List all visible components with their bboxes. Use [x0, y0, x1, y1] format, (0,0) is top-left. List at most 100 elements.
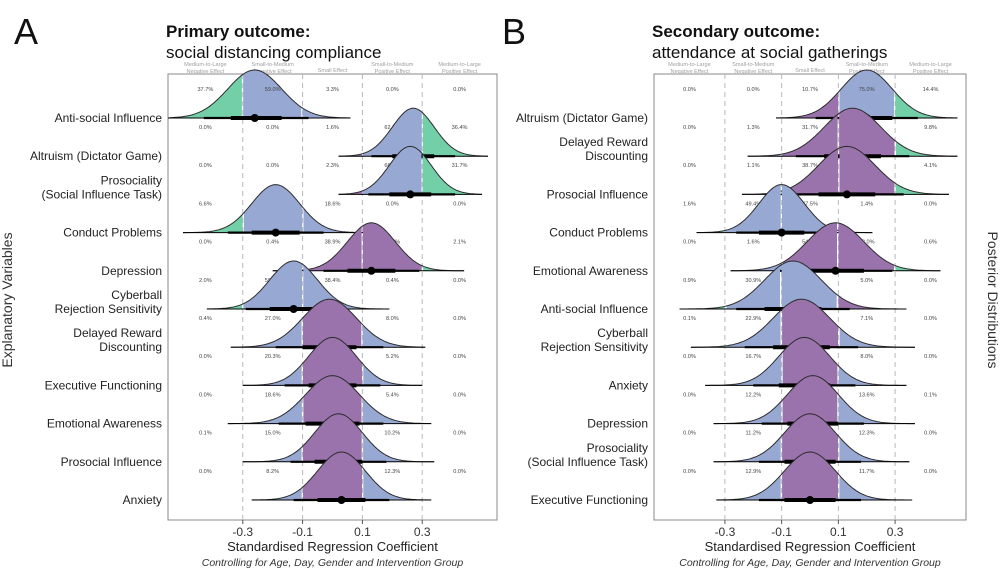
effect-region-label: Small-to-Medium [732, 62, 775, 68]
region-percentage: 59.0% [265, 87, 281, 93]
panel-title: Secondary outcome: [652, 22, 820, 41]
ridge-row: Prosocial Influence 1.6% 49.4% 47.5% 1.4% 0.0… [547, 145, 949, 207]
density-outline [338, 107, 488, 157]
density-region-fill [838, 366, 895, 386]
region-percentage: 10.2% [384, 431, 400, 437]
posterior-mean-point [271, 228, 280, 237]
region-percentage: 22.9% [745, 316, 761, 322]
density-region-fill [302, 108, 351, 118]
density-region-fill [422, 154, 482, 195]
density-region-fill [338, 191, 363, 195]
effect-region-label: Positive Effect [375, 69, 411, 75]
density-region-fill [251, 487, 302, 500]
region-percentage: 1.4% [860, 201, 873, 207]
density-region-fill [782, 413, 838, 462]
ridge-row: Altruism (Dictator Game) 0.0% 0.0% 10.7% 75.… [516, 69, 958, 131]
density-outline [776, 69, 958, 119]
density-region-fill [362, 398, 421, 424]
region-percentage: 8.0% [386, 316, 399, 322]
density-outline [242, 413, 435, 463]
variable-label: (Social Influence Task) [527, 455, 648, 469]
region-percentage: 0.1% [924, 392, 937, 398]
density-region-fill [896, 141, 958, 157]
density-region-fill [363, 146, 422, 195]
x-tick-label: 0.1 [830, 525, 847, 539]
effect-region-label: Negative Effect [186, 69, 224, 75]
density-outline [251, 451, 432, 501]
posterior-mean-point [250, 114, 259, 122]
density-region-fill [783, 222, 837, 271]
posterior-mean-point [289, 305, 298, 313]
panel-b: B Secondary outcome: attendance at social … [502, 11, 967, 569]
density-region-fill [243, 319, 302, 348]
region-percentage: 0.0% [924, 354, 937, 360]
posterior-mean-point [831, 266, 840, 275]
density-region-fill [838, 223, 894, 271]
region-percentage: 36.4% [452, 125, 468, 131]
variable-label: (Social Influence Task) [41, 187, 162, 201]
panel-a: A Primary outcome: social distancing compl… [14, 11, 498, 569]
density-region-fill [838, 295, 896, 309]
region-percentage: 0.0% [683, 392, 696, 398]
region-percentage: 0.1% [683, 316, 696, 322]
effect-region-label: Medium-to-Large [668, 62, 711, 68]
panel-subtitle: social distancing compliance [166, 43, 381, 62]
density-region-fill [782, 299, 839, 348]
region-percentage: 15.0% [265, 431, 281, 437]
x-tick-label: 0.1 [354, 525, 371, 539]
density-region-fill [725, 401, 782, 424]
region-percentage: 2.0% [199, 278, 212, 284]
density-region-fill [303, 264, 362, 309]
region-percentage: 5.0% [860, 278, 873, 284]
variable-label: Conduct Problems [549, 226, 648, 240]
region-percentage: 5.2% [386, 354, 399, 360]
density-outline [713, 413, 910, 463]
region-percentage: 1.3% [747, 125, 760, 131]
ridge-row: Emotional Awareness0.1%15.0%74.6%10.2%0.… [47, 375, 466, 437]
density-region-fill [839, 437, 894, 462]
panel-subtitle: attendance at social gatherings [652, 43, 887, 62]
density-outline [713, 375, 915, 425]
effect-region-label: Positive Effect [442, 69, 478, 75]
variable-label: Depression [587, 417, 648, 431]
density-outline [206, 260, 390, 310]
region-percentage: 31.7% [452, 163, 468, 169]
effect-region-label: Medium-to-Large [909, 62, 952, 68]
density-region-fill [423, 266, 465, 271]
effect-region-label: Small-to-Medium [846, 62, 889, 68]
region-percentage: 0.1% [199, 431, 212, 437]
region-percentage: 0.0% [386, 87, 399, 93]
density-region-fill [839, 475, 894, 500]
density-region-fill [303, 299, 362, 348]
density-region-fill [303, 452, 362, 500]
variable-label: Anxiety [609, 378, 648, 392]
variable-label: Executive Functioning [531, 493, 648, 507]
x-axis-title: Standardised Regression Coefficient [227, 539, 438, 554]
density-region-fill [782, 92, 839, 118]
posterior-mean-point [406, 190, 415, 199]
region-percentage: 8.0% [860, 354, 873, 360]
density-region-fill [363, 364, 423, 386]
region-percentage: 0.0% [683, 125, 696, 131]
posterior-mean-point [337, 496, 346, 504]
posterior-mean-point [367, 266, 376, 275]
density-region-fill [243, 70, 302, 118]
region-percentage: 12.3% [384, 469, 400, 475]
region-percentage: 18.6% [265, 392, 281, 398]
region-percentage: 31.7% [802, 125, 818, 131]
region-percentage: 18.6% [325, 201, 341, 207]
density-region-fill [839, 70, 894, 118]
region-percentage: 0.0% [683, 469, 696, 475]
posterior-mean-point [842, 190, 851, 199]
density-region-fill [782, 375, 838, 424]
density-outline [679, 260, 907, 310]
right-axis-label: Posterior Distributions [985, 232, 1000, 369]
region-percentage: 47.5% [802, 201, 818, 207]
density-region-fill [338, 153, 362, 157]
density-region-fill [242, 447, 302, 462]
density-region-fill [726, 475, 781, 500]
region-percentage: 0.0% [453, 431, 466, 437]
